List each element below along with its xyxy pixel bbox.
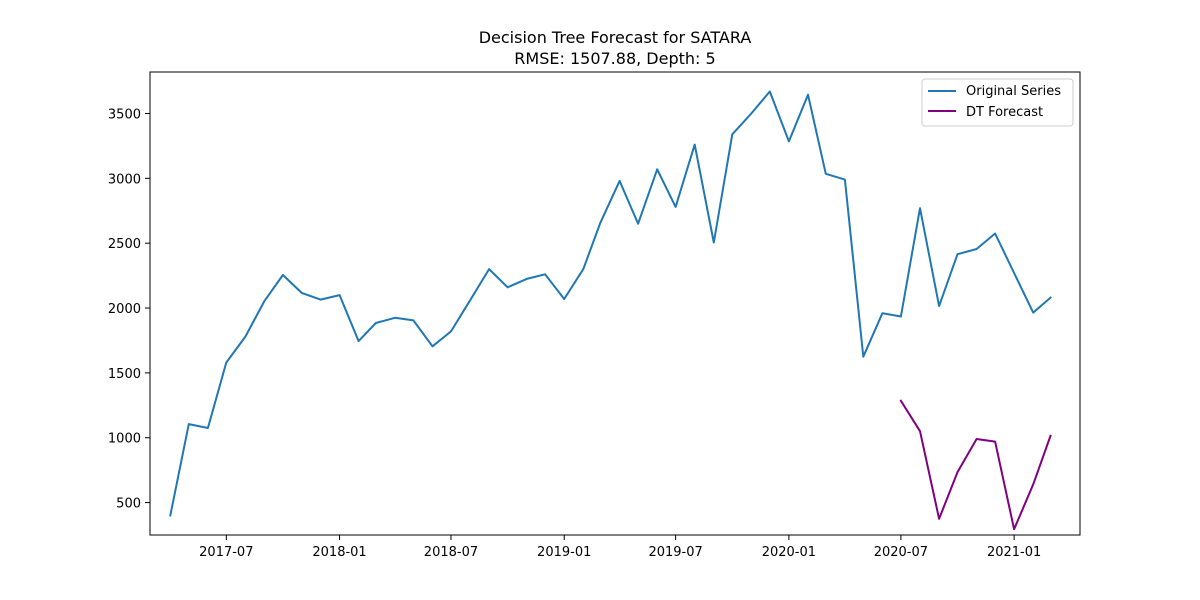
y-tick-label: 2000 [108, 302, 141, 317]
plot-frame [149, 71, 1081, 536]
x-tick-label: 2017-07 [199, 545, 253, 560]
x-tick-label: 2020-01 [762, 545, 816, 560]
y-tick-label: 500 [116, 497, 141, 512]
legend: Original Series DT Forecast [921, 78, 1074, 127]
x-tick-label: 2020-07 [874, 545, 928, 560]
x-tick-label: 2021-01 [987, 545, 1041, 560]
chart-subtitle: RMSE: 1507.88, Depth: 5 [514, 49, 715, 68]
y-axis: 500 1000 1500 2000 2500 3000 3500 [108, 108, 150, 512]
x-axis: 2017-07 2018-01 2018-07 2019-01 2019-07 2020-… [199, 535, 1041, 560]
x-tick-label: 2019-07 [648, 545, 702, 560]
y-tick-label: 1000 [108, 432, 141, 447]
y-tick-label: 3500 [108, 108, 141, 123]
chart-title: Decision Tree Forecast for SATARA [479, 28, 752, 47]
x-tick-label: 2018-01 [312, 545, 366, 560]
y-tick-label: 2500 [108, 237, 141, 252]
series-line-forecast [899, 399, 1052, 531]
x-tick-label: 2019-01 [537, 545, 591, 560]
legend-box [921, 78, 1074, 127]
legend-label-forecast: DT Forecast [966, 105, 1043, 120]
x-tick-label: 2018-07 [424, 545, 478, 560]
plot-series [169, 90, 1052, 531]
y-tick-label: 1500 [108, 367, 141, 382]
series-line-original [169, 90, 1052, 517]
y-tick-label: 3000 [108, 172, 141, 187]
legend-label-original: Original Series [966, 84, 1061, 99]
